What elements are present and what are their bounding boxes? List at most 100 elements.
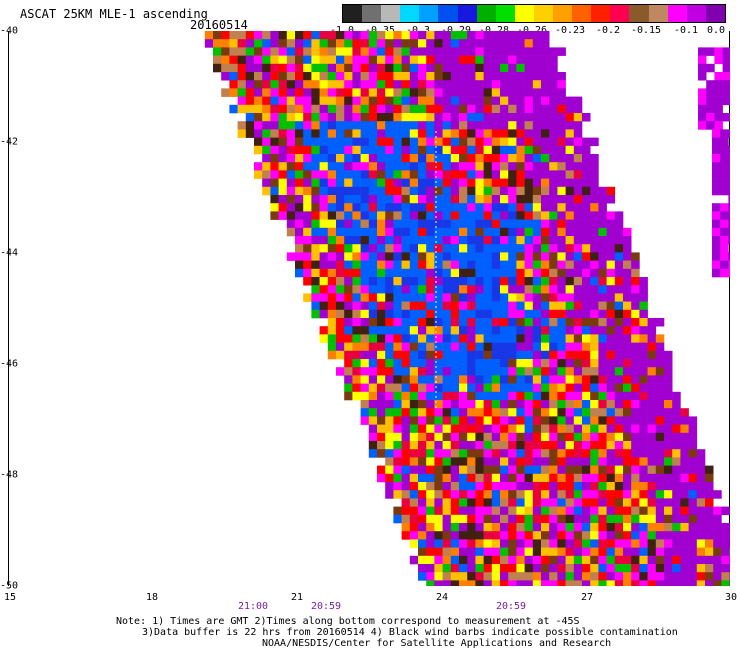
swath-pixel: [401, 154, 411, 163]
swath-pixel: [557, 277, 566, 286]
swath-pixel: [623, 539, 632, 548]
swath-pixel: [319, 268, 329, 278]
swath-pixel: [434, 367, 443, 376]
swath-pixel: [311, 80, 320, 89]
swath-pixel: [434, 555, 443, 565]
swath-pixel: [516, 350, 525, 360]
swath-pixel: [696, 523, 706, 532]
swath-pixel: [475, 178, 484, 188]
swath-pixel: [368, 391, 378, 401]
swath-pixel: [311, 219, 320, 229]
swath-pixel: [360, 277, 370, 286]
swath-pixel: [508, 457, 517, 466]
swath-pixel: [385, 367, 394, 376]
swath-pixel: [532, 457, 542, 466]
swath-pixel: [582, 334, 591, 343]
swath-pixel: [549, 449, 558, 458]
swath-pixel: [706, 88, 715, 97]
swath-pixel: [664, 506, 673, 516]
swath-pixel: [442, 539, 452, 548]
swath-pixel: [303, 219, 312, 229]
swath-pixel: [319, 39, 329, 48]
swath-pixel: [524, 465, 534, 475]
swath-pixel: [491, 72, 501, 81]
swath-pixel: [598, 318, 607, 327]
swath-pixel: [426, 539, 435, 548]
swath-pixel: [524, 309, 534, 319]
swath-pixel: [450, 465, 460, 475]
swath-pixel: [573, 285, 583, 294]
swath-pixel: [491, 449, 501, 458]
swath-pixel: [672, 564, 681, 573]
swath-pixel: [426, 342, 435, 352]
swath-pixel: [524, 359, 534, 368]
swath-pixel: [459, 523, 468, 532]
swath-pixel: [532, 580, 542, 586]
swath-pixel: [475, 268, 484, 278]
swath-pixel: [426, 285, 435, 294]
swath-pixel: [549, 342, 558, 352]
swath-pixel: [319, 309, 329, 319]
swath-pixel: [467, 555, 476, 565]
swath-pixel: [393, 268, 402, 278]
swath-pixel: [377, 31, 386, 40]
time-label: 21:00: [237, 601, 269, 612]
swath-pixel: [706, 121, 715, 130]
swath-pixel: [311, 145, 320, 155]
swath-pixel: [491, 326, 501, 335]
swath-pixel: [573, 350, 583, 360]
swath-pixel: [508, 432, 517, 442]
swath-pixel: [303, 96, 312, 106]
swath-pixel: [270, 186, 279, 196]
swath-pixel: [221, 55, 230, 65]
swath-pixel: [352, 63, 361, 73]
swath-pixel: [475, 55, 484, 65]
swath-pixel: [377, 350, 386, 360]
swath-pixel: [467, 195, 476, 204]
swath-pixel: [385, 268, 394, 278]
swath-pixel: [434, 473, 443, 483]
swath-pixel: [409, 301, 419, 311]
swath-pixel: [303, 104, 312, 114]
swath-pixel: [655, 375, 665, 384]
swath-pixel: [278, 211, 288, 220]
swath-pixel: [582, 400, 591, 409]
swath-pixel: [483, 96, 493, 106]
swath-pixel: [672, 539, 681, 548]
swath-pixel: [336, 367, 345, 376]
swath-pixel: [368, 359, 378, 368]
swath-pixel: [483, 268, 493, 278]
swath-pixel: [385, 441, 394, 450]
swath-pixel: [500, 154, 509, 163]
swath-pixel: [720, 252, 729, 261]
swath-pixel: [623, 334, 632, 343]
swath-pixel: [573, 523, 583, 532]
swath-pixel: [720, 186, 729, 196]
swath-pixel: [475, 195, 484, 204]
swath-pixel: [491, 104, 501, 114]
swath-pixel: [647, 449, 657, 458]
swath-pixel: [720, 170, 729, 179]
swath-pixel: [475, 309, 484, 319]
swath-pixel: [483, 154, 493, 163]
swath-pixel: [450, 498, 460, 507]
swath-pixel: [450, 31, 460, 40]
swath-pixel: [557, 482, 566, 491]
swath-pixel: [262, 96, 271, 106]
swath-pixel: [516, 219, 525, 229]
swath-pixel: [434, 55, 443, 65]
swath-pixel: [598, 400, 607, 409]
swath-pixel: [557, 465, 566, 475]
swath-pixel: [426, 424, 435, 434]
swath-pixel: [565, 137, 575, 147]
swath-pixel: [639, 539, 648, 548]
swath-pixel: [450, 96, 460, 106]
swath-pixel: [549, 408, 558, 417]
swath-pixel: [262, 72, 271, 81]
swath-pixel: [459, 572, 468, 581]
swath-pixel: [557, 375, 566, 384]
colorbar-swatch: [629, 5, 649, 22]
swath-pixel: [368, 96, 378, 106]
swath-pixel: [590, 400, 599, 409]
swath-pixel: [516, 244, 525, 253]
